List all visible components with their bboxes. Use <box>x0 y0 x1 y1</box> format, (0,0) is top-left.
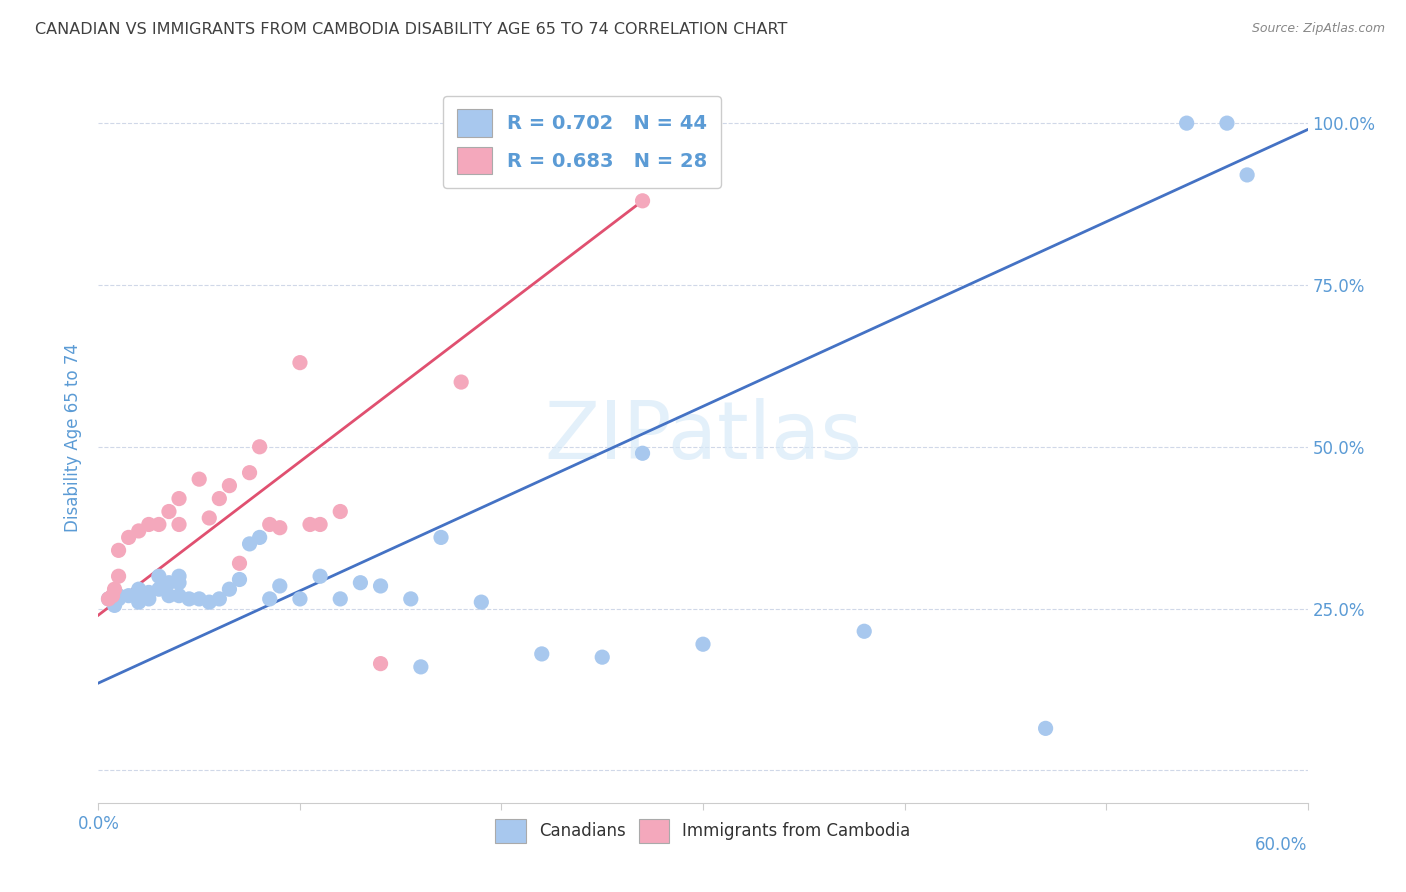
Point <box>198 511 221 525</box>
Point <box>1216 116 1239 130</box>
Point <box>239 466 262 480</box>
Point <box>409 660 432 674</box>
Point <box>179 591 201 606</box>
Point <box>249 530 271 544</box>
Point <box>1035 722 1057 736</box>
Point <box>329 504 352 518</box>
Point <box>218 478 240 492</box>
Point <box>103 582 125 597</box>
Point <box>269 579 291 593</box>
Point <box>218 582 240 597</box>
Point <box>208 491 231 506</box>
Point <box>97 591 120 606</box>
Point <box>853 624 876 639</box>
Y-axis label: Disability Age 65 to 74: Disability Age 65 to 74 <box>65 343 83 532</box>
Point <box>631 194 654 208</box>
Point <box>349 575 371 590</box>
Point <box>157 504 180 518</box>
Point <box>228 557 250 571</box>
Point <box>309 517 332 532</box>
Point <box>101 589 124 603</box>
Point <box>107 569 129 583</box>
Text: Source: ZipAtlas.com: Source: ZipAtlas.com <box>1251 22 1385 36</box>
Point <box>167 569 190 583</box>
Point <box>138 591 160 606</box>
Point <box>148 569 170 583</box>
Point <box>450 375 472 389</box>
Point <box>198 595 221 609</box>
Point <box>167 589 190 603</box>
Point <box>269 521 291 535</box>
Point <box>107 589 129 603</box>
Point <box>157 589 180 603</box>
Text: CANADIAN VS IMMIGRANTS FROM CAMBODIA DISABILITY AGE 65 TO 74 CORRELATION CHART: CANADIAN VS IMMIGRANTS FROM CAMBODIA DIS… <box>35 22 787 37</box>
Point <box>530 647 553 661</box>
Point <box>329 591 352 606</box>
Point <box>188 472 211 486</box>
Point <box>288 356 311 370</box>
Text: 60.0%: 60.0% <box>1256 836 1308 854</box>
Point <box>188 591 211 606</box>
Point <box>470 595 492 609</box>
Point <box>591 650 613 665</box>
Point <box>97 591 120 606</box>
Point <box>430 530 453 544</box>
Point <box>1175 116 1198 130</box>
Point <box>107 543 129 558</box>
Point <box>138 517 160 532</box>
Point <box>128 582 150 597</box>
Point <box>692 637 714 651</box>
Point <box>370 657 392 671</box>
Point <box>138 585 160 599</box>
Point <box>148 517 170 532</box>
Point <box>249 440 271 454</box>
Point <box>103 599 125 613</box>
Text: ZIPatlas: ZIPatlas <box>544 398 862 476</box>
Point <box>148 582 170 597</box>
Point <box>288 591 311 606</box>
Point <box>167 575 190 590</box>
Point <box>208 591 231 606</box>
Point <box>107 591 129 606</box>
Point <box>370 579 392 593</box>
Legend: Canadians, Immigrants from Cambodia: Canadians, Immigrants from Cambodia <box>489 813 917 849</box>
Point <box>259 591 281 606</box>
Point <box>128 524 150 538</box>
Point <box>228 573 250 587</box>
Point <box>259 517 281 532</box>
Point <box>128 595 150 609</box>
Point <box>118 530 141 544</box>
Point <box>399 591 422 606</box>
Point <box>167 517 190 532</box>
Point <box>631 446 654 460</box>
Point <box>299 517 322 532</box>
Point <box>309 569 332 583</box>
Point <box>1236 168 1258 182</box>
Point <box>167 491 190 506</box>
Point <box>118 589 141 603</box>
Point <box>239 537 262 551</box>
Point <box>157 575 180 590</box>
